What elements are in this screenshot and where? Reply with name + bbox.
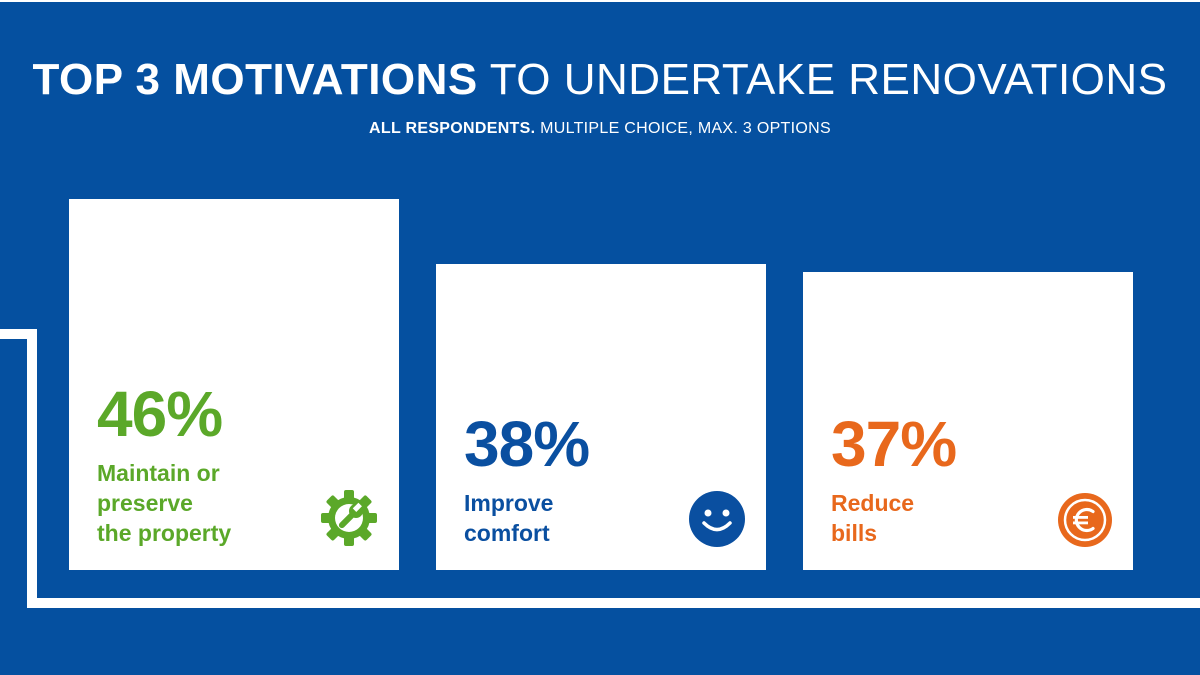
bar-value-label: 37% xyxy=(831,408,957,480)
bar-card-maintain: 46% Maintain or preserve the property xyxy=(69,199,399,570)
gear-wrench-icon xyxy=(321,490,377,546)
top-border-line xyxy=(0,0,1200,2)
bar-category-label: Reduce bills xyxy=(831,490,915,546)
bar-value-label: 38% xyxy=(464,408,590,480)
smiley-icon xyxy=(689,491,745,547)
euro-icon xyxy=(1058,493,1112,547)
bar-category-label: Maintain or preserve the property xyxy=(97,460,232,546)
subtitle-light-part: MULTIPLE CHOICE, MAX. 3 OPTIONS xyxy=(540,120,831,137)
title-bold-part: TOP 3 MOTIVATIONS xyxy=(32,55,478,104)
bar-card-bills: 37% Reduce bills xyxy=(803,272,1133,570)
bar-category-label: Improve comfort xyxy=(464,490,554,546)
subtitle-bold-part: ALL RESPONDENTS. xyxy=(369,120,536,137)
bar-value-label: 46% xyxy=(97,378,223,450)
page-title: TOP 3 MOTIVATIONS TO UNDERTAKE RENOVATIO… xyxy=(0,55,1200,104)
title-light-part: TO UNDERTAKE RENOVATIONS xyxy=(489,55,1168,104)
bar-card-comfort: 38% Improve comfort xyxy=(436,264,766,570)
page-subtitle: ALL RESPONDENTS. MULTIPLE CHOICE, MAX. 3… xyxy=(0,120,1200,138)
left-step-horizontal-line xyxy=(0,329,37,339)
left-step-vertical-line xyxy=(27,329,37,608)
bottom-baseline-line xyxy=(27,598,1200,608)
